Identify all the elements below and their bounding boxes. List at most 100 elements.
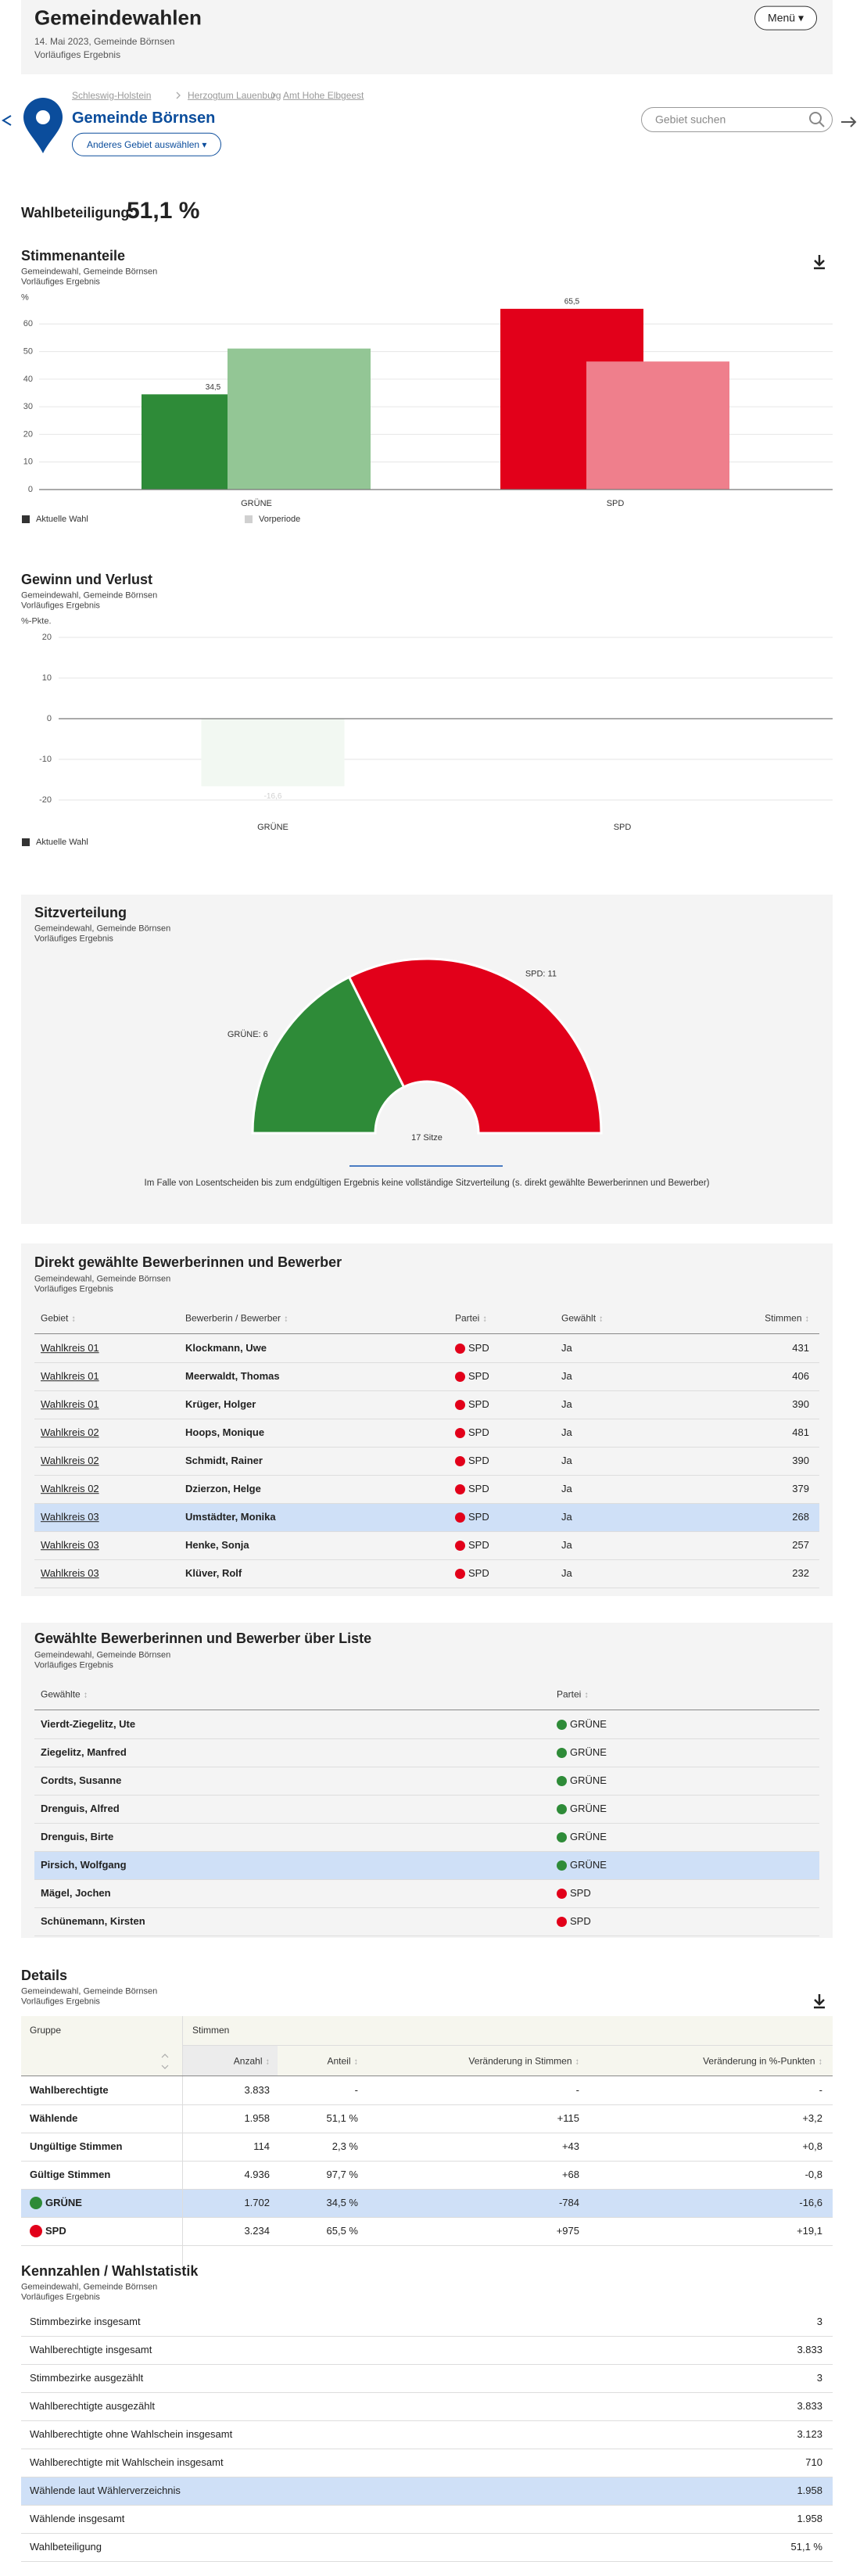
column-header[interactable]: Partei (557, 1688, 589, 1700)
area-link[interactable]: Wahlkreis 01 (41, 1342, 99, 1354)
y-tick-label: 10 (23, 457, 33, 467)
seat-label: GRÜNE: 6 (228, 1030, 268, 1039)
elected: Ja (561, 1511, 572, 1523)
section-title: Direkt gewählte Bewerberinnen und Bewerb… (34, 1254, 342, 1271)
candidate-name: Cordts, Susanne (41, 1774, 122, 1787)
header-rule (182, 2045, 833, 2046)
chart-subtitle: Vorläufiges Ergebnis (21, 277, 100, 287)
cell-value: +19,1 (797, 2225, 822, 2237)
cell-value: -0,8 (804, 2169, 822, 2181)
candidate-name: Schmidt, Rainer (185, 1455, 263, 1467)
row-rule (34, 1795, 819, 1796)
breadcrumb-link[interactable]: Schleswig-Holstein (72, 89, 152, 101)
x-tick-label: GRÜNE (241, 499, 272, 508)
row-rule (34, 1907, 819, 1908)
y-tick-label: -20 (39, 795, 52, 805)
search-box[interactable] (641, 107, 833, 132)
column-header[interactable]: Stimmen (765, 1312, 809, 1324)
area-link[interactable]: Wahlkreis 01 (41, 1398, 99, 1411)
area-link[interactable]: Wahlkreis 03 (41, 1567, 99, 1580)
elected: Ja (561, 1567, 572, 1580)
sort-icon[interactable] (161, 2054, 169, 2069)
breadcrumb-separator (176, 91, 181, 99)
area-link[interactable]: Wahlkreis 02 (41, 1426, 99, 1439)
y-tick-label: 20 (42, 633, 52, 642)
search-icon-handle (819, 121, 825, 127)
column-header[interactable]: Anzahl (234, 2055, 270, 2067)
y-axis-label: %-Pkte. (21, 616, 52, 626)
details-header-panel (21, 2016, 833, 2076)
row-rule (21, 2245, 833, 2246)
column-header[interactable]: Anteil (327, 2055, 358, 2067)
column-header[interactable]: Gebiet (41, 1312, 76, 1324)
area-link[interactable]: Wahlkreis 02 (41, 1455, 99, 1467)
area-link[interactable]: Wahlkreis 03 (41, 1511, 99, 1523)
y-tick-label: 0 (47, 714, 52, 723)
download-icon[interactable] (814, 255, 825, 270)
party: SPD (468, 1539, 489, 1552)
breadcrumb-link[interactable]: Herzogtum Lauenburg (188, 89, 281, 101)
chart-title: Sitzverteilung (34, 905, 127, 921)
stat-value: 3 (816, 2316, 822, 2328)
party: SPD (468, 1483, 489, 1495)
column-header[interactable]: Gewählte (41, 1688, 88, 1700)
stat-value: 3.833 (797, 2344, 822, 2356)
group-name: Wählende (30, 2112, 78, 2125)
y-tick-label: 20 (23, 429, 33, 439)
row-rule (34, 1531, 819, 1532)
bar (228, 348, 371, 490)
row-rule (34, 1738, 819, 1739)
area-link[interactable]: Wahlkreis 01 (41, 1370, 99, 1383)
party-dot (557, 1747, 567, 1758)
menu-button[interactable]: Menü ▾ (754, 5, 817, 30)
seat-segment (251, 975, 406, 1135)
change-area-button[interactable]: Anderes Gebiet auswählen ▾ (72, 132, 222, 157)
party-dot (455, 1568, 465, 1579)
group-name: Ungültige Stimmen (30, 2140, 123, 2153)
back-arrow[interactable] (2, 115, 12, 126)
y-tick-label: 40 (23, 375, 33, 384)
legend-label: Aktuelle Wahl (36, 838, 88, 847)
column-header[interactable]: Bewerberin / Bewerber (185, 1312, 288, 1324)
bar (586, 361, 729, 490)
section-subtitle: Vorläufiges Ergebnis (21, 1997, 100, 2007)
column-header[interactable]: Veränderung in Stimmen (468, 2055, 579, 2067)
stat-value: 1.958 (797, 2485, 822, 2497)
area-link[interactable]: Wahlkreis 02 (41, 1483, 99, 1495)
breadcrumb-link[interactable]: Amt Hohe Elbgeest (283, 89, 364, 101)
row-rule (21, 2561, 833, 2562)
value-label: 34,5 (206, 383, 221, 392)
votes: 431 (792, 1342, 809, 1354)
elected: Ja (561, 1342, 572, 1354)
group-name: GRÜNE (45, 2197, 82, 2209)
location-pin (23, 97, 63, 153)
area-link[interactable]: Wahlkreis 03 (41, 1539, 99, 1552)
column-header[interactable]: Veränderung in %-Punkten (703, 2055, 822, 2067)
candidate-name: Krüger, Holger (185, 1398, 256, 1411)
votes: 257 (792, 1539, 809, 1552)
party-dot (30, 2197, 42, 2209)
download-icon[interactable] (814, 1994, 825, 2009)
cell-value: 4.936 (244, 2169, 270, 2181)
party: SPD (468, 1398, 489, 1411)
search-icon[interactable] (809, 112, 822, 124)
row-rule (34, 1879, 819, 1880)
row-highlight (34, 1503, 819, 1531)
cell-value: +68 (561, 2169, 579, 2181)
legend-label: Aktuelle Wahl (36, 515, 88, 524)
party: SPD (468, 1342, 489, 1354)
turnout-label: Wahlbeteiligung: (21, 205, 134, 221)
row-highlight (34, 1851, 819, 1879)
row-rule (21, 2161, 833, 2162)
row-rule (21, 2533, 833, 2534)
x-tick-label: SPD (614, 823, 632, 832)
column-header[interactable]: Partei (455, 1312, 487, 1324)
y-tick-label: 10 (42, 673, 52, 683)
row-highlight (21, 2189, 833, 2217)
stat-value: 710 (805, 2456, 822, 2469)
votes: 390 (792, 1455, 809, 1467)
row-rule (34, 1503, 819, 1504)
column-header[interactable]: Gewählt (561, 1312, 604, 1324)
forward-arrow[interactable] (841, 117, 857, 127)
row-rule (21, 2420, 833, 2421)
